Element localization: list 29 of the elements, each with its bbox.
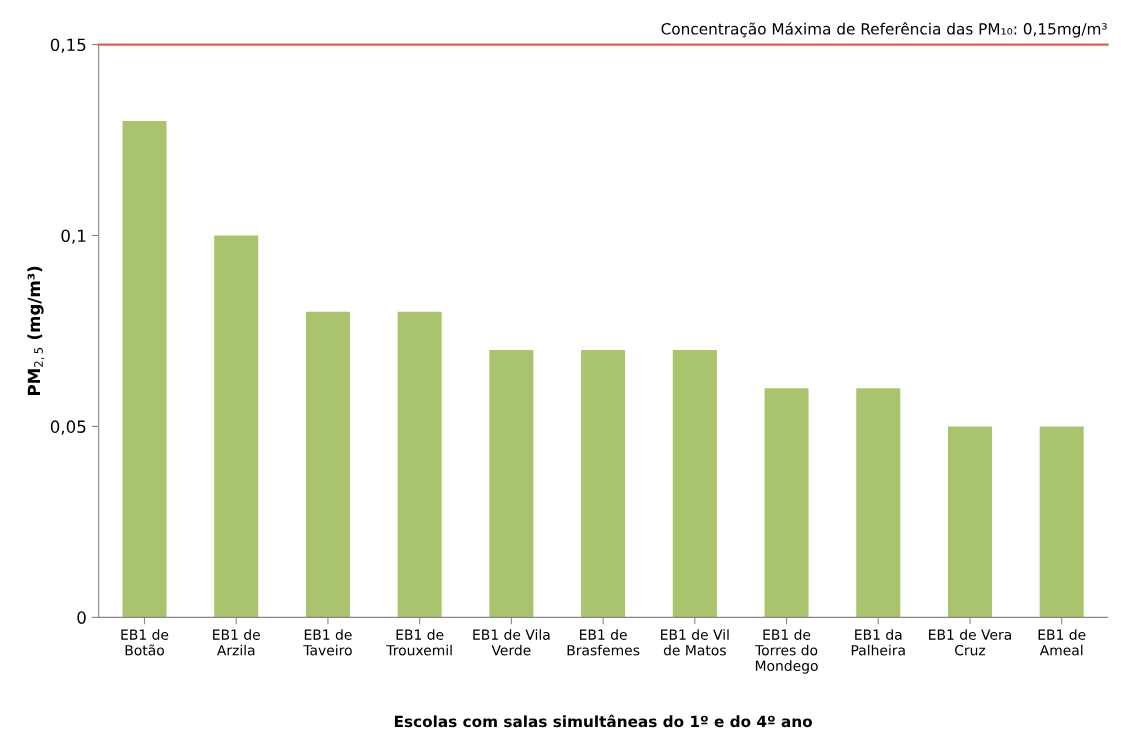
bar — [305, 311, 350, 618]
x-tick-label: EB1 de Vil de Matos — [661, 629, 729, 656]
x-tick-label: EB1 de Ameal — [1038, 629, 1086, 656]
x-axis-title: Escolas com salas simultâneas do 1º e do 4º ano — [394, 714, 813, 728]
bar — [1039, 426, 1084, 618]
x-tick-label: EB1 de Arzila — [213, 629, 260, 656]
ref-line-label: Concentração Máxima de Referência das PM₁₀: 0,15mg/m³ — [661, 22, 1107, 38]
x-tick-label: EB1 de Taveiro — [303, 629, 352, 656]
x-tick-label: EB1 de Botão — [121, 629, 169, 656]
bar — [764, 388, 809, 618]
y-tick-label: 0 — [77, 611, 86, 624]
x-tick-label: EB1 de Vila Verde — [473, 629, 550, 656]
y-tick-label: 0,05 — [50, 420, 86, 435]
x-tick-label: EB1 de Torres do Mondego — [755, 629, 818, 674]
y-tick-label: 0,1 — [61, 229, 86, 244]
bar — [122, 120, 167, 618]
x-tick-label: EB1 de Vera Cruz — [929, 629, 1011, 656]
bar — [489, 350, 534, 618]
x-tick-label: EB1 da Palheira — [851, 629, 905, 656]
y-axis-title: PM$_{2,5}$ (mg/m³) — [27, 266, 45, 396]
bar — [856, 388, 901, 618]
x-tick-label: EB1 de Brasfemes — [567, 629, 640, 656]
bar — [672, 350, 717, 618]
bar — [947, 426, 992, 618]
bar — [214, 235, 259, 618]
y-tick-label: 0,15 — [50, 38, 86, 53]
bar — [581, 350, 626, 618]
x-tick-label: EB1 de Trouxemil — [386, 629, 452, 656]
bar — [397, 311, 442, 618]
